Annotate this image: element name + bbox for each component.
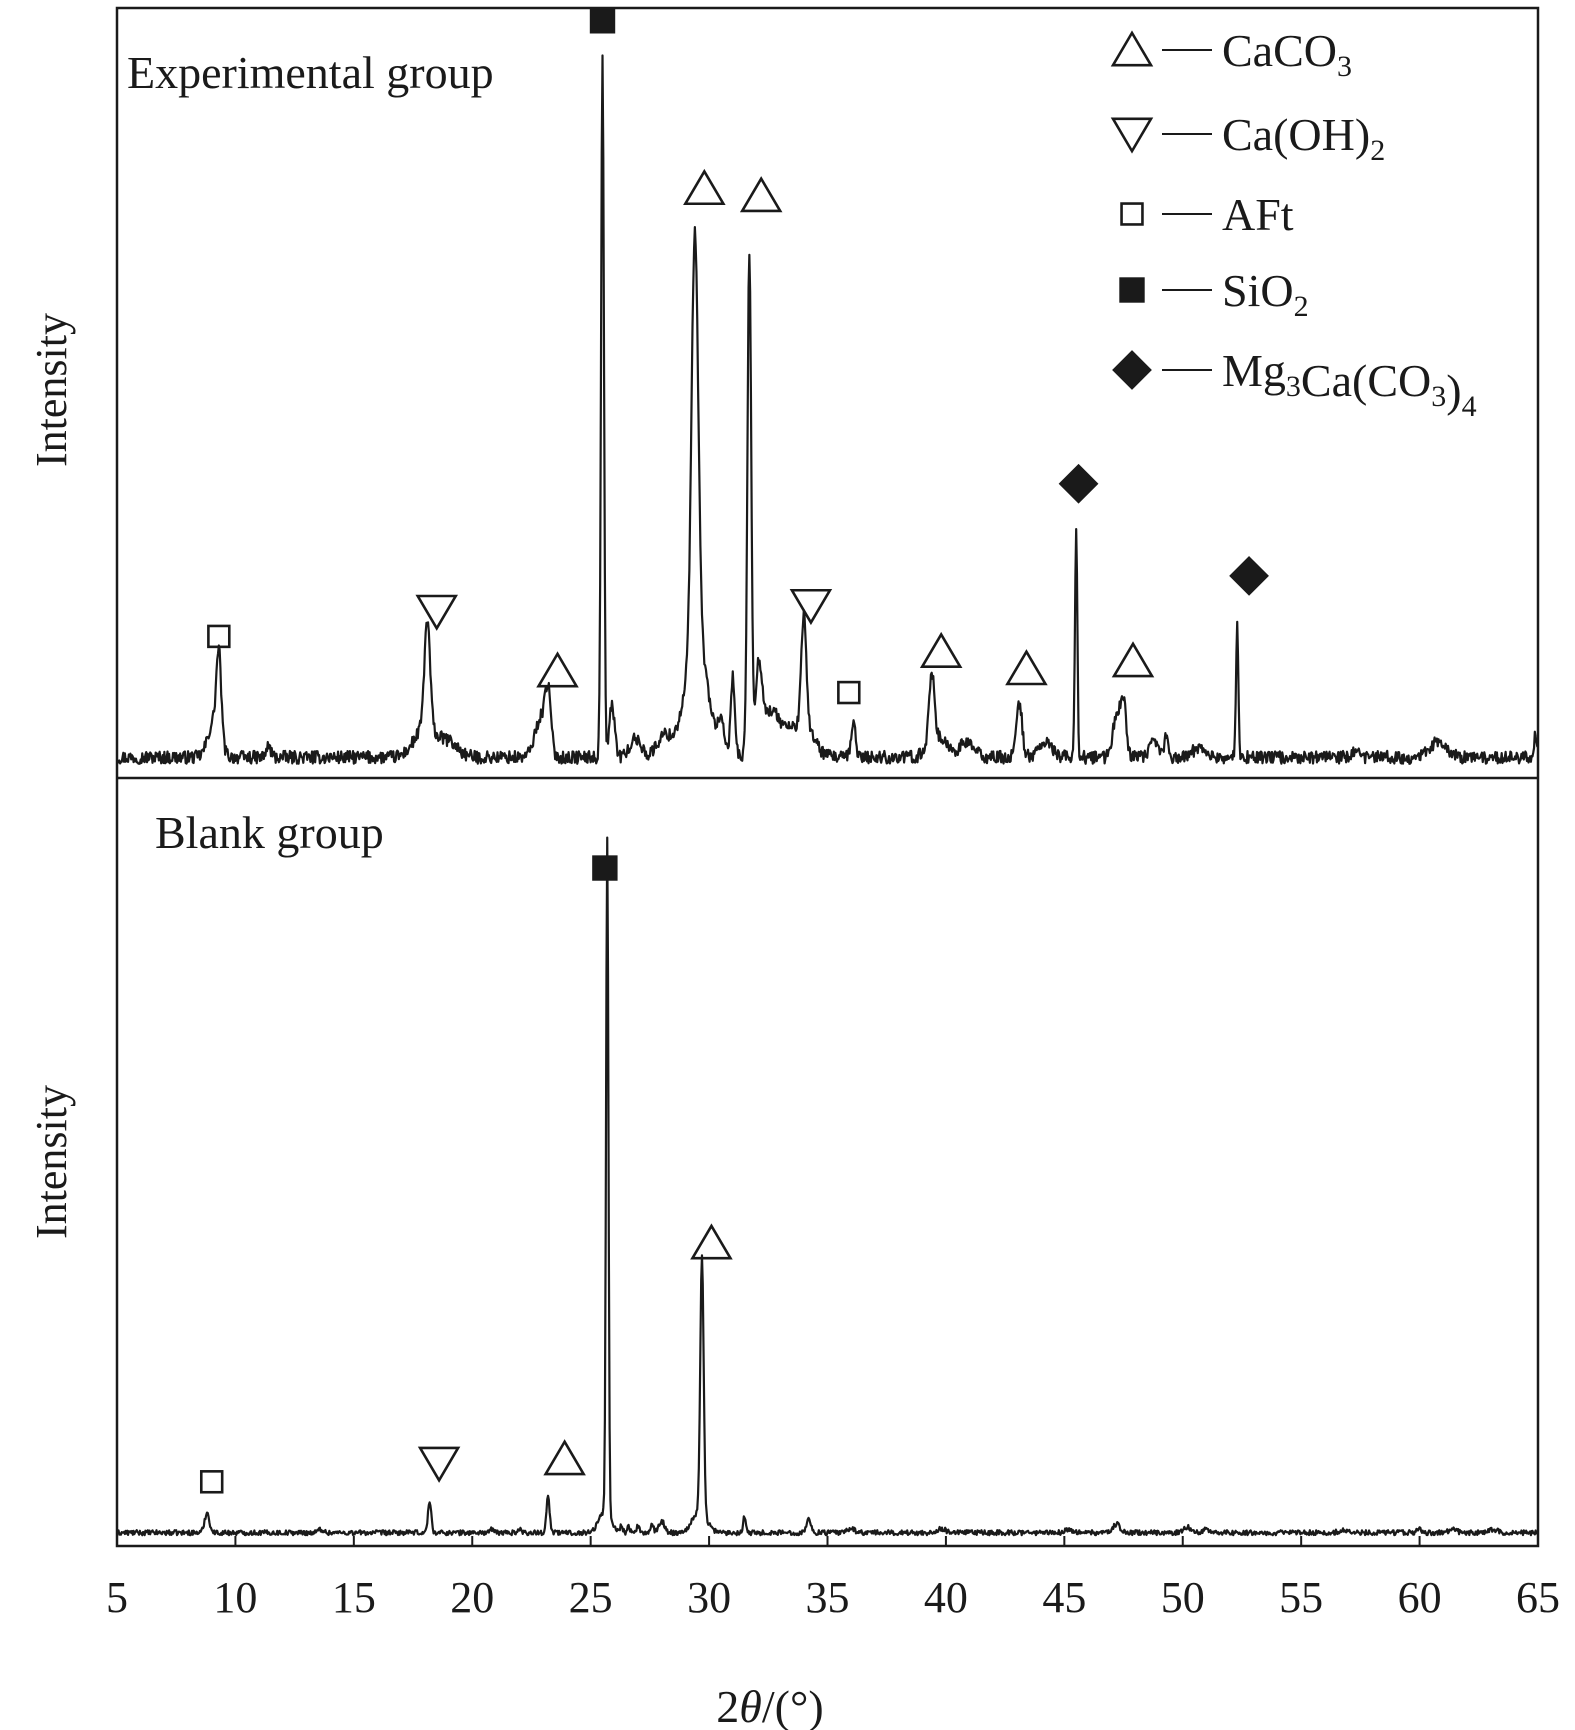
triangle-up-open-peak-marker [919, 631, 963, 669]
legend-label: Ca(OH)2 [1222, 109, 1385, 167]
x-tick-label: 30 [687, 1573, 731, 1622]
legend-entry: AFt [1120, 189, 1294, 240]
triangle-up-open-peak-marker [1005, 649, 1048, 686]
square-open-peak-marker [837, 680, 861, 705]
square-filled-peak-marker [589, 8, 616, 34]
triangle-up-open-peak-marker [739, 176, 783, 213]
x-axis-label-theta: θ [739, 1681, 762, 1730]
x-tick-label: 65 [1516, 1573, 1560, 1622]
triangle-down-open-legend-icon [1110, 117, 1154, 154]
square-open-peak-marker [207, 624, 231, 649]
blank-group-title: Blank group [155, 807, 384, 858]
diamond-filled-peak-marker [1058, 463, 1099, 504]
legend-label: CaCO3 [1222, 25, 1352, 83]
y-axis-label-blank: Intensity [27, 1085, 76, 1239]
x-tick-label: 15 [332, 1573, 376, 1622]
x-tick-label: 5 [106, 1573, 128, 1622]
x-tick-label: 40 [924, 1573, 968, 1622]
legend-entry: Ca(OH)2 [1110, 109, 1385, 167]
blank-group-trace [115, 836, 1540, 1537]
legend: CaCO3 Ca(OH)2 AFt SiO2 Mg3Ca(CO3)4 [1110, 25, 1477, 423]
experimental-group-title: Experimental group [127, 47, 494, 98]
diamond-filled-peak-marker [1229, 556, 1269, 596]
square-open-peak-marker [199, 1470, 224, 1494]
triangle-down-open-peak-marker [417, 1446, 461, 1483]
triangle-up-open-peak-marker [690, 1223, 733, 1260]
x-axis-label-prefix: 2 [716, 1681, 739, 1730]
legend-entry: SiO2 [1119, 265, 1309, 323]
diamond-filled-legend-icon [1112, 350, 1152, 390]
triangle-up-open-legend-icon [1110, 30, 1154, 67]
legend-label: Mg3Ca(CO3)4 [1222, 345, 1477, 423]
triangle-up-open-peak-marker [683, 168, 726, 206]
triangle-down-open-peak-marker [789, 588, 833, 626]
legend-entry: Mg3Ca(CO3)4 [1112, 345, 1477, 423]
x-axis-label: 2θ/(°) [716, 1681, 823, 1730]
x-tick-label: 35 [806, 1573, 850, 1622]
x-tick-label: 10 [213, 1573, 257, 1622]
square-filled-legend-icon [1119, 277, 1145, 303]
square-open-legend-icon [1120, 202, 1144, 226]
legend-label: SiO2 [1222, 265, 1309, 323]
square-filled-peak-marker [592, 855, 618, 881]
x-axis-ticks [116, 1536, 1539, 1546]
x-tick-label: 55 [1279, 1573, 1323, 1622]
peak-markers [199, 8, 1269, 1494]
triangle-down-open-peak-marker [415, 594, 458, 631]
legend-label: AFt [1222, 189, 1294, 240]
triangle-up-open-peak-marker [1111, 641, 1155, 678]
experimental-group-trace [115, 54, 1539, 765]
y-axis-label-experimental: Intensity [27, 313, 76, 467]
x-tick-label: 25 [569, 1573, 613, 1622]
x-tick-label: 50 [1161, 1573, 1205, 1622]
triangle-up-open-peak-marker [543, 1439, 586, 1476]
x-tick-label: 20 [450, 1573, 494, 1622]
x-tick-label: 45 [1042, 1573, 1086, 1622]
triangle-up-open-peak-marker [536, 651, 579, 688]
x-axis-label-unit: /(°) [762, 1681, 824, 1730]
legend-entry: CaCO3 [1110, 25, 1352, 83]
x-axis-tick-labels: 5 10 15 20 25 30 35 40 45 50 55 60 65 [106, 1573, 1560, 1622]
x-tick-label: 60 [1398, 1573, 1442, 1622]
